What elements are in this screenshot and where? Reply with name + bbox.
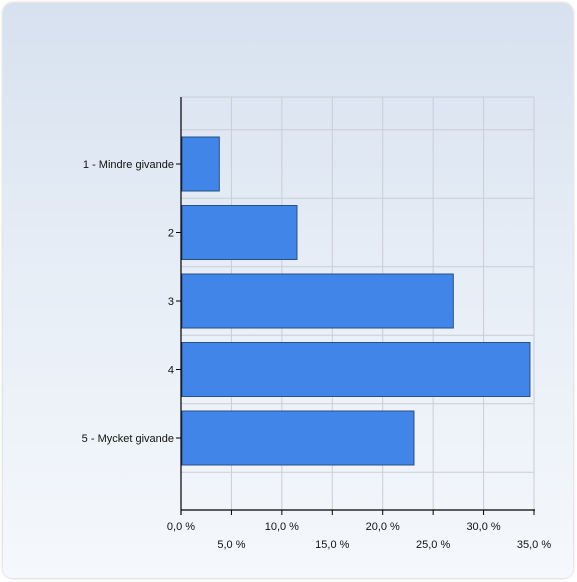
x-tick-label: 15,0 % (315, 539, 349, 551)
bar-chart: 1 - Mindre givande 2 3 4 5 - Mycket givande 0… (82, 96, 552, 551)
x-tick-label: 5,0 % (217, 539, 245, 551)
x-tick-label: 0,0 % (167, 521, 195, 533)
category-label: 1 - Mindre givande (83, 159, 174, 171)
bar-4 (181, 342, 531, 397)
x-tick-label: 10,0 % (265, 521, 299, 533)
bar-5 (181, 410, 415, 466)
bar-layer (181, 136, 531, 466)
chart-panel: 1 - Mindre givande 2 3 4 5 - Mycket givande 0… (3, 3, 573, 578)
axis-layer (176, 97, 535, 515)
bar-3 (181, 273, 454, 329)
bar-2 (181, 205, 298, 260)
category-label: 5 - Mycket givande (82, 433, 174, 445)
x-tick-label: 35,0 % (517, 539, 551, 551)
bar-1 (181, 136, 220, 192)
category-label: 3 (168, 296, 174, 308)
x-tick-label: 20,0 % (366, 521, 400, 533)
x-tick-label: 30,0 % (466, 521, 500, 533)
label-layer: 1 - Mindre givande 2 3 4 5 - Mycket givande 0… (82, 159, 552, 551)
category-label: 4 (168, 365, 174, 377)
category-label: 2 (168, 228, 174, 240)
x-tick-label: 25,0 % (416, 539, 450, 551)
